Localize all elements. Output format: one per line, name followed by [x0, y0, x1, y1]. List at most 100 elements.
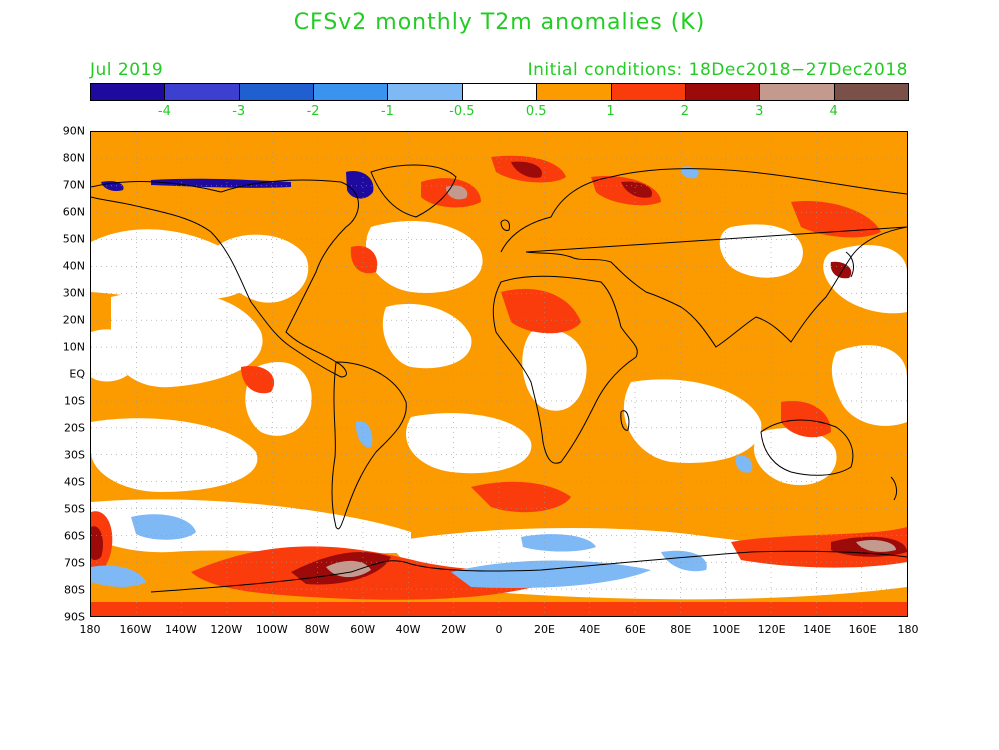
longitude-label: 120E: [757, 623, 786, 636]
map-canvas: [91, 132, 907, 616]
longitude-label: 160E: [848, 623, 877, 636]
southern-ocean-white: [91, 499, 411, 554]
canada-dark-blue: [346, 171, 374, 199]
dateline-dark-red: [91, 526, 103, 561]
colorbar-label: -0.5: [449, 104, 475, 119]
australia-blue: [735, 455, 753, 473]
antarctica-coast: [150, 550, 907, 593]
colorbar-label: -4: [157, 104, 171, 119]
east-pacific-white: [110, 290, 263, 388]
colorbar-swatch: [833, 83, 909, 101]
japan-dark-red: [830, 261, 852, 279]
latitude-label: 10S: [64, 394, 85, 408]
latitude-label: 80N: [62, 151, 85, 165]
latitude-label: 90S: [64, 610, 85, 624]
cool-anomaly-regions: [91, 166, 753, 589]
coastlines: [91, 164, 907, 593]
north-america-coast: [91, 179, 359, 378]
colorbar-swatch: [164, 83, 240, 101]
africa-coast: [492, 275, 638, 464]
latitude-label: 40N: [62, 259, 85, 273]
colorbar-swatch: [313, 83, 389, 101]
greenland-coast: [370, 164, 457, 218]
madagascar-coast: [620, 410, 630, 431]
extreme-warm-regions: [326, 185, 896, 578]
longitude-label: 140E: [803, 623, 832, 636]
ross-sea-blue: [91, 565, 146, 587]
longitude-label: 20W: [441, 623, 466, 636]
weddell-blue: [451, 560, 651, 589]
middle-east-red: [501, 288, 581, 334]
south-america-coast: [331, 361, 407, 530]
colorbar-label: -3: [232, 104, 246, 119]
colorbar-swatch: [238, 83, 315, 101]
colorbar-swatch: [387, 83, 463, 101]
initial-conditions: Initial conditions: 18Dec2018−27Dec2018: [527, 60, 908, 80]
new-zealand-coast: [890, 476, 898, 501]
south-atlantic-white: [405, 413, 532, 474]
longitude-label: 160W: [119, 623, 152, 636]
colorbar-swatch: [461, 83, 538, 101]
longitude-label: 140W: [164, 623, 197, 636]
nw-pacific-red: [791, 201, 881, 238]
colorbar-swatch: [90, 83, 166, 101]
longitude-label: 60E: [624, 623, 646, 636]
indian-blue: [661, 550, 707, 572]
latitude-label: 70S: [64, 556, 85, 570]
central-pacific-white: [91, 329, 140, 382]
antarctic-brown: [326, 560, 371, 578]
colorbar-swatch: [684, 83, 761, 101]
latitude-label: 80S: [64, 583, 85, 597]
longitude-label: 100E: [712, 623, 741, 636]
colorbar-label: 2: [680, 104, 690, 119]
north-pacific-right-white: [823, 244, 907, 314]
siberia-dark-red: [621, 181, 652, 198]
africa-white: [522, 329, 587, 411]
latitude-label: EQ: [69, 367, 85, 381]
valid-month: Jul 2019: [90, 60, 164, 80]
north-america-white: [215, 234, 309, 303]
south-indian-red: [471, 481, 571, 513]
latitude-label: 10N: [62, 340, 85, 354]
longitude-label: 40W: [395, 623, 421, 636]
colorbar-label: 3: [755, 104, 764, 119]
australia-white: [753, 428, 837, 486]
antarctic-blue-2: [521, 534, 596, 552]
latitude-label: 30N: [62, 286, 85, 300]
latitude-label: 50S: [64, 502, 85, 516]
longitude-label: 40E: [579, 623, 601, 636]
south-pacific-white: [91, 418, 258, 492]
indian-ocean-white: [623, 379, 762, 463]
japan-coast: [845, 251, 854, 278]
colorbar-label: 1: [606, 104, 615, 119]
south-pacific-blue: [131, 514, 196, 540]
colorbar-label: 0.5: [525, 104, 547, 119]
latitude-label: 60N: [62, 205, 85, 219]
colorbar-label: -1: [380, 104, 394, 119]
warm-anomaly-regions: [91, 155, 907, 616]
south-america-red: [241, 366, 275, 394]
colorbar-swatch: [536, 83, 612, 101]
longitude-label: 100W: [255, 623, 288, 636]
longitude-label: 80W: [304, 623, 330, 636]
south-pole-red: [91, 602, 907, 616]
n-atlantic-red: [350, 246, 378, 274]
longitude-label: 180: [897, 623, 919, 636]
anomaly-map: [90, 131, 908, 617]
colorbar-label: 4: [829, 104, 838, 119]
longitude-label: 120W: [210, 623, 243, 636]
greenland-brown: [446, 185, 468, 200]
west-pacific-white: [831, 345, 907, 426]
se-pacific-brown: [856, 539, 896, 552]
atlantic-white: [382, 303, 472, 369]
east-siberia-blue: [680, 166, 699, 179]
longitude-label: 20E: [533, 623, 555, 636]
longitude-label: 180: [79, 623, 101, 636]
australia-red: [781, 401, 831, 438]
latitude-label: 40S: [64, 475, 85, 489]
australia-coast: [760, 419, 854, 476]
chart-title: CFSv2 monthly T2m anomalies (K): [293, 10, 706, 35]
south-america-blue: [355, 421, 373, 448]
eurasia-coast: [500, 168, 907, 348]
latitude-label: 70N: [62, 178, 85, 192]
